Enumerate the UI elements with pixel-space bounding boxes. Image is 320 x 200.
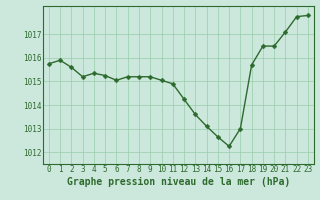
X-axis label: Graphe pression niveau de la mer (hPa): Graphe pression niveau de la mer (hPa) [67,177,290,187]
